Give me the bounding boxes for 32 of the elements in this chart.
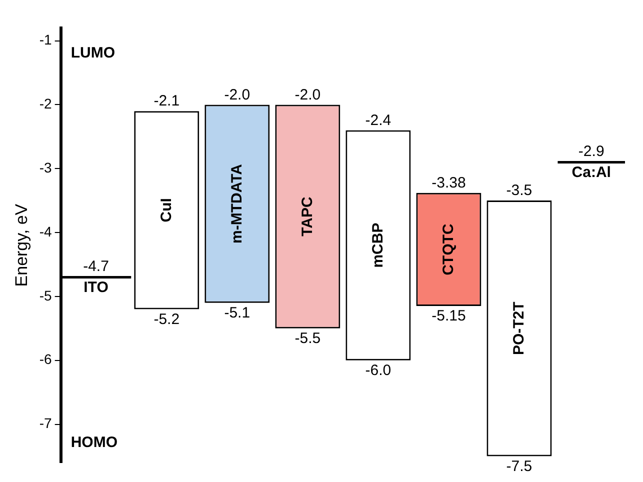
annotation: -2.0 (224, 86, 250, 104)
y-tick-label: -1 (39, 32, 52, 48)
y-tick-label: -6 (39, 351, 52, 368)
annotation: -5.15 (432, 308, 466, 325)
annotation: -5.2 (154, 310, 180, 328)
annotation: -3.38 (432, 174, 466, 192)
annotation: -4.7 (83, 258, 109, 275)
y-tick-label: -3 (39, 159, 52, 176)
annotation: -2.0 (294, 86, 321, 104)
text: LUMO (70, 44, 116, 62)
x-tick-label: PO-T2T (510, 302, 528, 356)
x-tick-label: CTQTC (440, 223, 457, 276)
ref-line-label: ITO (84, 278, 109, 296)
annotation: -7.5 (506, 458, 532, 475)
annotation: -3.5 (506, 182, 532, 200)
x-tick-label: m-MTDATA (228, 164, 246, 244)
annotation: -2.4 (365, 112, 392, 129)
annotation: -2.1 (154, 92, 180, 110)
annotation: -2.9 (578, 142, 604, 160)
x-tick-label: CuI (158, 198, 175, 222)
annotation: -6.0 (365, 362, 392, 379)
text: HOMO (70, 434, 118, 452)
y-tick-label: -7 (39, 415, 52, 432)
ref-line-label: Ca:Al (572, 164, 611, 181)
y-tick-label: -5 (39, 287, 52, 304)
x-tick-label: mCBP (369, 222, 386, 268)
x-tick-label: TAPC (298, 196, 316, 236)
y-axis-title: Energy, eV (12, 203, 31, 287)
annotation: -5.5 (294, 330, 321, 348)
y-tick-label: -2 (39, 96, 52, 112)
y-tick-label: -4 (39, 223, 52, 240)
annotation: -5.1 (224, 304, 250, 322)
